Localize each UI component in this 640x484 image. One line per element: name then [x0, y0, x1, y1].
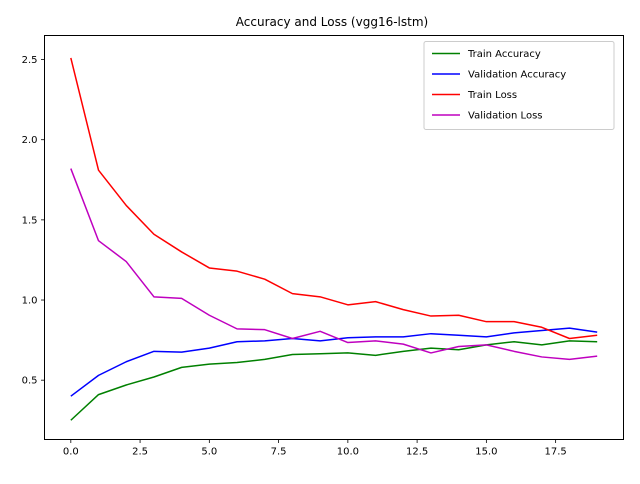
x-tick-label: 15.0 — [475, 447, 497, 458]
legend-box — [423, 41, 615, 130]
y-tick-label: 1.0 — [22, 296, 38, 307]
x-tick-label: 12.5 — [406, 447, 428, 458]
x-tick-label: 0.0 — [63, 447, 79, 458]
plot-lines — [70, 57, 598, 421]
x-tick-label: 7.5 — [271, 447, 287, 458]
x-axis: 0.0 2.5 5.0 7.5 10.0 12.5 15.0 17.5 — [63, 439, 567, 458]
y-tick-label: 2.5 — [22, 55, 38, 66]
y-tick-label: 0.5 — [22, 376, 38, 387]
legend: Train Accuracy Validation Accuracy Train L… — [423, 41, 615, 130]
legend-label-train-accuracy: Train Accuracy — [467, 49, 541, 60]
series-line-train-accuracy — [70, 340, 598, 421]
legend-label-validation-accuracy: Validation Accuracy — [468, 70, 566, 81]
series-line-train-loss — [70, 57, 598, 340]
chart-title: Accuracy and Loss (vgg16-lstm) — [236, 15, 428, 29]
y-axis: 0.5 1.0 1.5 2.0 2.5 — [22, 55, 45, 387]
x-tick-label: 17.5 — [544, 447, 566, 458]
plot-frame — [44, 35, 624, 440]
x-tick-label: 2.5 — [132, 447, 148, 458]
y-tick-label: 1.5 — [22, 215, 38, 226]
series-line-validation-accuracy — [70, 327, 598, 397]
x-tick-label: 10.0 — [337, 447, 359, 458]
y-tick-label: 2.0 — [22, 135, 38, 146]
legend-label-train-loss: Train Loss — [467, 90, 517, 101]
series-line-validation-loss — [70, 168, 598, 361]
legend-label-validation-loss: Validation Loss — [468, 111, 543, 122]
x-tick-label: 5.0 — [201, 447, 217, 458]
